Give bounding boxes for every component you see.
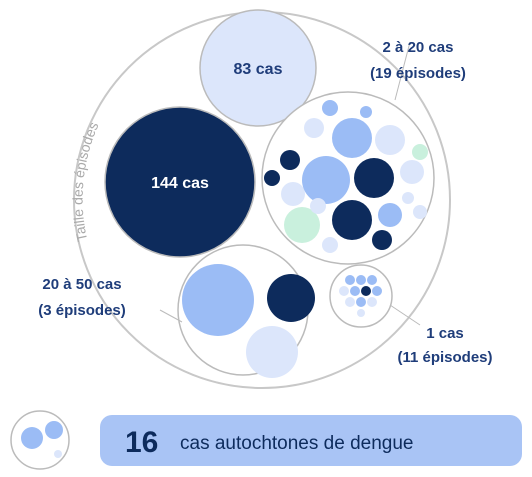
bubble xyxy=(332,118,372,158)
footer-box xyxy=(100,415,522,466)
arc-label: Taille des épisodes xyxy=(70,119,102,243)
bubble xyxy=(350,286,360,296)
bubble xyxy=(372,286,382,296)
footer-number: 16 xyxy=(125,426,158,459)
legend-dot xyxy=(45,421,63,439)
bubble xyxy=(357,309,365,317)
bubble xyxy=(332,200,372,240)
leader xyxy=(159,309,183,323)
bubble xyxy=(339,286,349,296)
leader xyxy=(389,304,421,326)
legend-dot xyxy=(54,450,62,458)
group-bubbles xyxy=(264,100,428,253)
bubble xyxy=(372,230,392,250)
footer-text: cas autochtones de dengue xyxy=(180,433,413,454)
bubble xyxy=(264,170,280,186)
bubble xyxy=(413,205,427,219)
bubble xyxy=(354,158,394,198)
bubble xyxy=(267,274,315,322)
bubble xyxy=(356,297,366,307)
bubble xyxy=(412,144,428,160)
bubble xyxy=(281,182,305,206)
bubble xyxy=(356,275,366,285)
bubble xyxy=(322,237,338,253)
bubble xyxy=(280,150,300,170)
bubble xyxy=(402,192,414,204)
bubble xyxy=(400,160,424,184)
bubble xyxy=(310,198,326,214)
bubble-144 xyxy=(104,106,256,258)
bubble xyxy=(322,100,338,116)
bubble xyxy=(360,106,372,118)
bubble xyxy=(182,264,254,336)
bubble xyxy=(367,275,377,285)
leader xyxy=(394,41,411,101)
group-label: 2 à 20 cas xyxy=(383,39,454,56)
bubble xyxy=(345,275,355,285)
bubble xyxy=(361,286,371,296)
bubble xyxy=(246,326,298,378)
group-label: 1 cas xyxy=(426,325,464,342)
group-1 xyxy=(329,264,393,328)
bubble xyxy=(304,118,324,138)
group-bubbles xyxy=(339,275,382,317)
group-label: 20 à 50 cas xyxy=(42,276,121,293)
group-sublabel: (3 épisodes) xyxy=(38,302,126,319)
bubble xyxy=(345,297,355,307)
bubble xyxy=(302,156,350,204)
bubble xyxy=(378,203,402,227)
bubble-label: 83 cas xyxy=(234,61,283,78)
bubble-label: 144 cas xyxy=(151,175,209,192)
bubble xyxy=(367,297,377,307)
bubble-83 xyxy=(199,9,317,127)
group-sublabel: (19 épisodes) xyxy=(370,65,466,82)
group-sublabel: (11 épisodes) xyxy=(397,349,492,366)
bubble xyxy=(375,125,405,155)
bubble xyxy=(284,207,320,243)
legend-dot xyxy=(21,427,43,449)
